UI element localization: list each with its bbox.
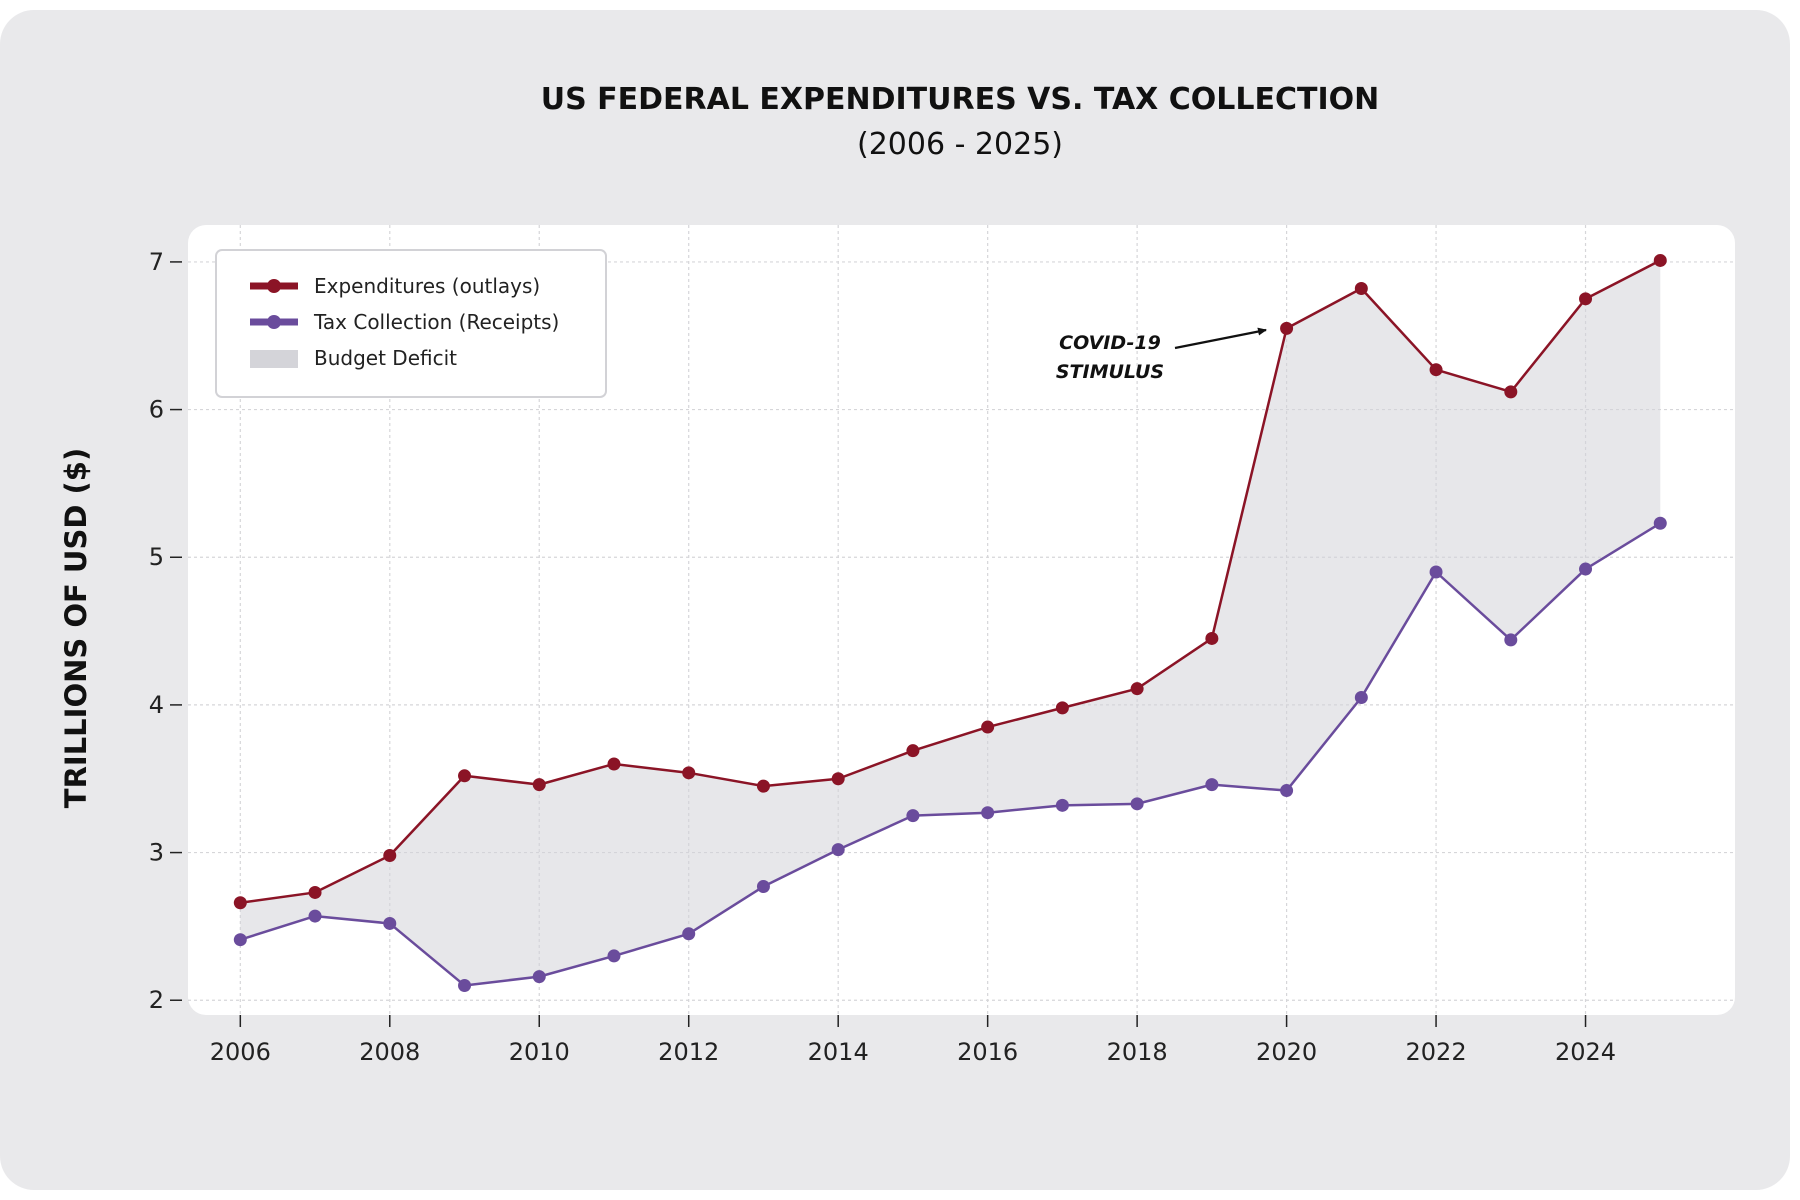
tax-receipts-point-2019 [1205,778,1219,792]
legend-deficit-swatch [250,350,298,368]
tax-receipts-point-2013 [756,880,770,894]
tax-receipts-point-2021 [1354,691,1368,705]
x-tick-label-2012: 2012 [658,1038,719,1066]
x-tick-label-2014: 2014 [808,1038,869,1066]
tax-receipts-point-2022 [1429,565,1443,579]
expenditures-point-2022 [1429,363,1443,377]
tax-receipts-point-2008 [383,916,397,930]
tax-receipts-point-2007 [308,909,322,923]
y-tick-label-3: 3 [149,839,164,867]
expenditures-point-2008 [383,849,397,863]
expenditures-point-2024 [1579,292,1593,306]
expenditures-point-2014 [831,772,845,786]
tax-receipts-point-2014 [831,843,845,857]
y-tick-label-7: 7 [149,248,164,276]
annotation-line-2: STIMULUS [1056,361,1164,383]
tax-receipts-point-2012 [682,927,696,941]
expenditures-point-2007 [308,885,322,899]
series-group [233,253,1667,992]
legend-box [215,249,607,398]
tax-receipts-point-2015 [906,809,920,823]
covid-annotation: COVID-19 STIMULUS [1056,327,1267,383]
expenditures-point-2020 [1280,321,1294,335]
chart-title: US FEDERAL EXPENDITURES VS. TAX COLLECTI… [541,82,1380,117]
expenditures-point-2021 [1354,282,1368,295]
x-tick-label-2010: 2010 [509,1038,570,1066]
deficit-area-group [240,260,1661,986]
x-tick-label-2016: 2016 [957,1038,1018,1066]
expenditures-point-2017 [1055,701,1069,715]
legend: Expenditures (outlays) Tax Collection (R… [215,249,607,398]
tax-receipts-line [239,522,1661,987]
budget-deficit-area [240,260,1661,986]
annotation-arrow [1174,327,1267,350]
tax-receipts-point-2020 [1280,784,1294,798]
axes: 2 3 4 5 6 7 2006 2008 2010 2012 2014 2016 2018 2020 20… [149,248,1616,1066]
legend-receipts-swatch-marker [267,315,281,329]
x-tick-label-2006: 2006 [210,1038,271,1066]
tax-receipts-point-2016 [981,806,995,820]
chart-subtitle: (2006 - 2025) [857,127,1063,162]
tax-receipts-point-2023 [1504,633,1518,647]
expenditures-point-2016 [981,720,995,734]
tax-receipts-point-2009 [458,978,472,992]
x-tick-label-2024: 2024 [1555,1038,1616,1066]
expenditures-point-2025 [1653,253,1667,267]
x-tick-label-2020: 2020 [1256,1038,1317,1066]
expenditures-point-2010 [532,778,546,792]
expenditures-point-2019 [1205,631,1219,645]
y-axis-label: TRILLIONS OF USD ($) [59,448,93,808]
tax-receipts-point-2010 [532,970,546,984]
expenditures-point-2009 [458,769,472,783]
tax-receipts-point-2025 [1653,516,1667,530]
x-tick-label-2008: 2008 [359,1038,420,1066]
legend-receipts-label: Tax Collection (Receipts) [313,310,559,334]
x-tick-label-2018: 2018 [1107,1038,1168,1066]
y-tick-label-2: 2 [149,986,164,1014]
legend-deficit-label: Budget Deficit [314,346,457,370]
expenditures-point-2006 [233,896,247,910]
annotation-line-1: COVID-19 [1059,332,1161,354]
y-tick-label-6: 6 [149,396,164,424]
tax-receipts-point-2018 [1130,797,1144,811]
legend-expenditures-swatch-marker [267,279,281,293]
expenditures-point-2013 [756,779,770,793]
expenditures-point-2015 [906,744,920,758]
tax-receipts-point-2017 [1055,798,1069,812]
y-tick-label-4: 4 [149,691,164,719]
expenditures-point-2011 [607,757,621,771]
tax-receipts-point-2024 [1579,562,1593,576]
tax-receipts-point-2006 [233,933,247,947]
expenditures-line [240,259,1661,905]
expenditures-point-2023 [1504,385,1518,399]
tax-receipts-point-2011 [607,949,621,963]
legend-expenditures-label: Expenditures (outlays) [314,274,540,298]
expenditures-point-2018 [1130,682,1144,696]
y-tick-label-5: 5 [149,543,164,571]
x-tick-label-2022: 2022 [1406,1038,1467,1066]
expenditures-point-2012 [682,766,696,780]
